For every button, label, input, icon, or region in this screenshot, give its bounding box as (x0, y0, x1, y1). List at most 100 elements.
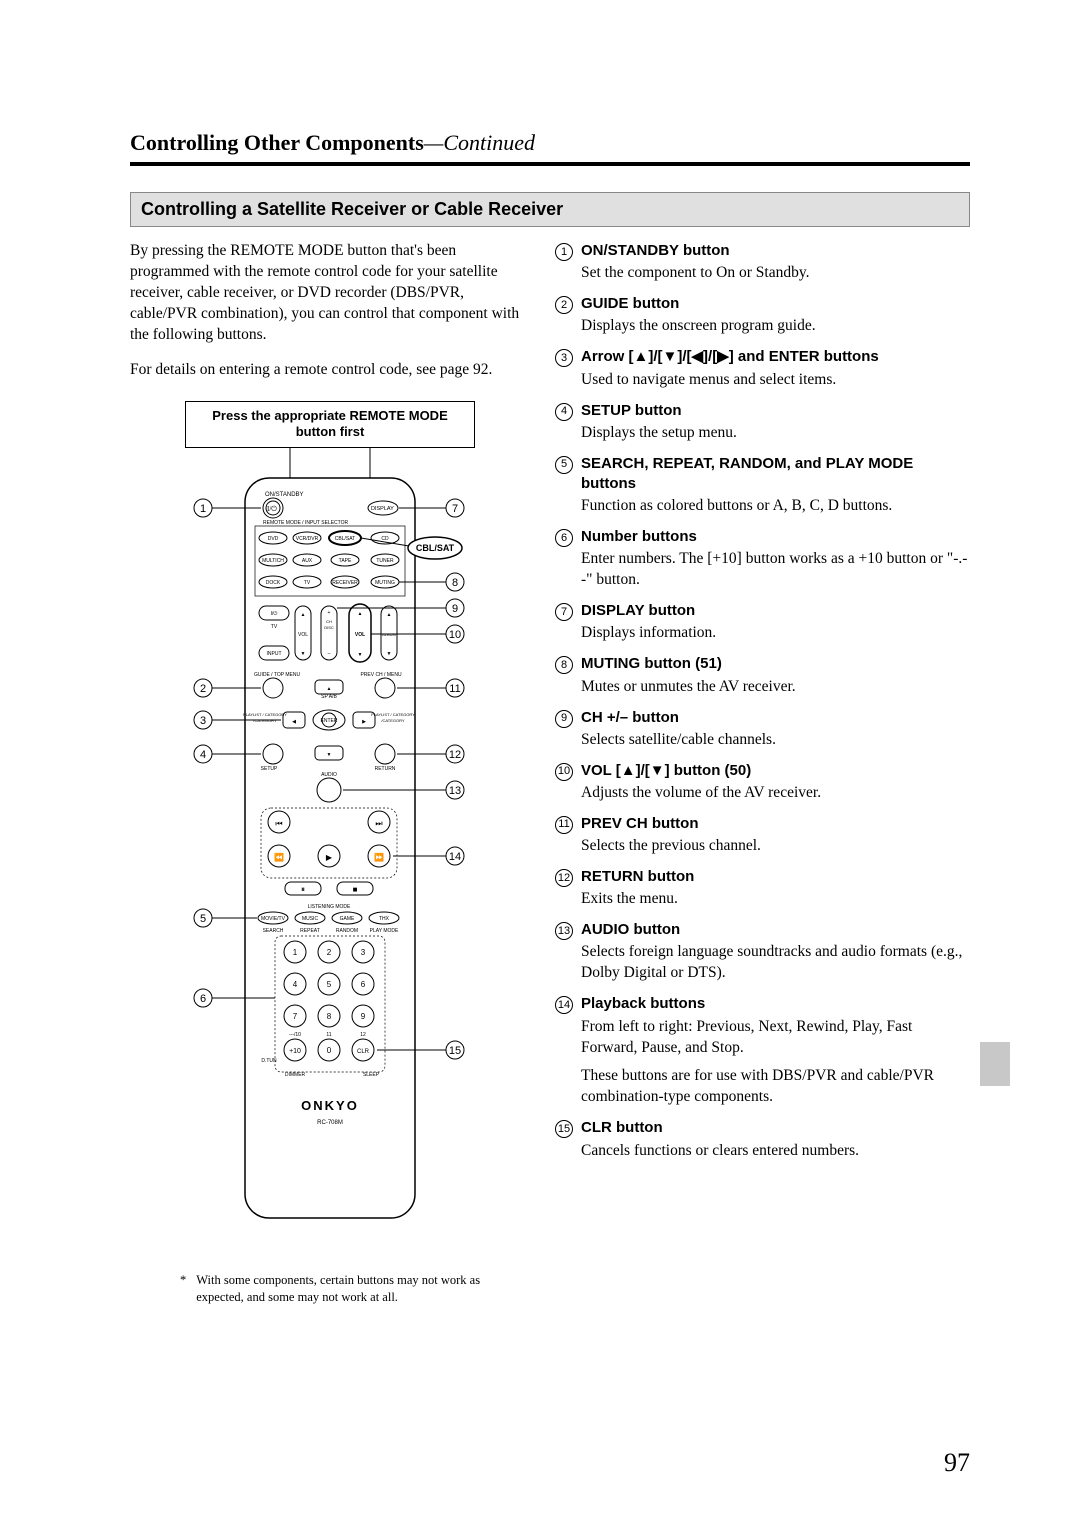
def-number: 6 (555, 529, 573, 547)
def-title: Arrow [▲]/[▼]/[◀]/[▶] and ENTER buttons (581, 347, 879, 367)
svg-text:8: 8 (452, 577, 458, 589)
def-title: GUIDE button (581, 294, 679, 314)
svg-text:7: 7 (293, 1012, 298, 1021)
svg-text:⏸: ⏸ (301, 885, 305, 894)
svg-text:DISC: DISC (324, 625, 334, 630)
svg-text:◀: ◀ (292, 719, 296, 725)
svg-text:14: 14 (449, 851, 461, 863)
svg-text:1: 1 (293, 948, 298, 957)
svg-text:CH: CH (326, 619, 332, 624)
def-desc: Displays the setup menu. (581, 423, 970, 444)
svg-text:SETUP: SETUP (261, 766, 278, 772)
svg-text:TAPE: TAPE (339, 558, 352, 564)
svg-text:5: 5 (200, 913, 206, 925)
svg-text:SLEEP: SLEEP (363, 1072, 380, 1078)
def-number: 8 (555, 656, 573, 674)
svg-text:TUNER: TUNER (376, 558, 394, 564)
remote-header: Press the appropriate REMOTE MODE button… (185, 401, 475, 449)
svg-text:TV: TV (304, 580, 311, 586)
svg-text:–: – (328, 651, 331, 657)
cbl-sat-highlight: CBL/SAT (416, 543, 455, 553)
svg-text:PLAYLIST / CATEGORY: PLAYLIST / CATEGORY (371, 712, 415, 717)
svg-text:2: 2 (327, 948, 332, 957)
page-number: 97 (944, 1448, 970, 1478)
model: RC-708M (317, 1120, 343, 1126)
def-item-7: 7DISPLAY buttonDisplays information. (555, 601, 970, 644)
def-number: 11 (555, 816, 573, 834)
svg-text:SP A/B: SP A/B (321, 694, 337, 700)
svg-text:▲: ▲ (301, 612, 306, 618)
def-number: 14 (555, 996, 573, 1014)
svg-text:⏮: ⏮ (275, 819, 282, 828)
svg-text:REPEAT: REPEAT (300, 928, 320, 934)
svg-text:VOL: VOL (298, 632, 308, 638)
def-desc: From left to right: Previous, Next, Rewi… (581, 1017, 970, 1059)
svg-text:GAME: GAME (340, 916, 355, 922)
def-item-14: 14Playback buttonsFrom left to right: Pr… (555, 994, 970, 1108)
def-title: DISPLAY button (581, 601, 695, 621)
intro-p1: By pressing the REMOTE MODE button that'… (130, 241, 525, 346)
svg-text:▶: ▶ (362, 719, 366, 725)
svg-text:6: 6 (361, 980, 366, 989)
def-title: ON/STANDBY button (581, 241, 730, 261)
svg-text:DIMMER: DIMMER (285, 1072, 306, 1078)
footnote-star: * (180, 1272, 186, 1305)
def-desc: Adjusts the volume of the AV receiver. (581, 783, 970, 804)
def-desc: Displays the onscreen program guide. (581, 316, 970, 337)
right-column: 1ON/STANDBY buttonSet the component to O… (555, 241, 970, 1305)
svg-text:11: 11 (449, 683, 460, 695)
page-header: Controlling Other Components—Continued (130, 130, 970, 156)
svg-text:ENTER: ENTER (321, 718, 338, 724)
svg-text:▲: ▲ (327, 686, 332, 692)
def-desc: Set the component to On or Standby. (581, 263, 970, 284)
svg-text:MUSIC: MUSIC (302, 916, 319, 922)
def-title: SEARCH, REPEAT, RANDOM, and PLAY MODE bu… (581, 454, 970, 495)
def-desc: Cancels functions or clears entered numb… (581, 1141, 970, 1162)
header-continued: —Continued (424, 130, 535, 155)
svg-text:10: 10 (449, 629, 461, 641)
def-number: 12 (555, 869, 573, 887)
def-desc: Function as colored buttons or A, B, C, … (581, 496, 970, 517)
svg-text:INPUT: INPUT (267, 651, 282, 657)
def-desc: Selects satellite/cable channels. (581, 730, 970, 751)
def-number: 15 (555, 1120, 573, 1138)
svg-text:3: 3 (361, 948, 366, 957)
svg-text:⏪: ⏪ (274, 852, 284, 862)
remote-diagram: Press the appropriate REMOTE MODE button… (185, 401, 475, 1249)
def-item-5: 5SEARCH, REPEAT, RANDOM, and PLAY MODE b… (555, 454, 970, 517)
def-title: CH +/– button (581, 708, 679, 728)
svg-text:12: 12 (449, 749, 461, 761)
svg-text:AUDIO: AUDIO (321, 772, 337, 778)
svg-text:VCR/DVR: VCR/DVR (296, 536, 319, 542)
svg-text:RANDOM: RANDOM (336, 928, 358, 934)
svg-text:SEARCH: SEARCH (263, 928, 284, 934)
brand: ONKYO (301, 1098, 359, 1113)
intro-p2: For details on entering a remote control… (130, 360, 525, 381)
svg-text:3: 3 (200, 715, 206, 727)
def-desc: Selects the previous channel. (581, 836, 970, 857)
svg-text:RETURN: RETURN (375, 766, 396, 772)
svg-text:MOVIE/TV: MOVIE/TV (261, 916, 286, 922)
def-item-15: 15CLR buttonCancels functions or clears … (555, 1118, 970, 1161)
svg-text:13: 13 (449, 785, 461, 797)
def-number: 13 (555, 922, 573, 940)
def-item-13: 13AUDIO buttonSelects foreign language s… (555, 920, 970, 984)
def-desc-2: These buttons are for use with DBS/PVR a… (581, 1066, 970, 1108)
svg-text:4: 4 (200, 749, 206, 761)
svg-text:RECEIVER: RECEIVER (332, 580, 358, 586)
svg-text:I/⏻: I/⏻ (271, 611, 278, 617)
svg-text:▼: ▼ (387, 651, 392, 657)
svg-text:▶: ▶ (326, 853, 333, 862)
on-standby-label: ON/STANDBY (265, 492, 304, 498)
def-desc: Exits the menu. (581, 889, 970, 910)
svg-text:TV: TV (271, 624, 278, 630)
def-title: MUTING button (51) (581, 654, 722, 674)
svg-text:⏩: ⏩ (374, 852, 384, 862)
svg-text:I/⏻: I/⏻ (267, 505, 277, 513)
header-rule (130, 162, 970, 166)
svg-text:7: 7 (452, 503, 458, 515)
def-item-10: 10VOL [▲]/[▼] button (50)Adjusts the vol… (555, 761, 970, 804)
svg-text:DVD: DVD (268, 536, 279, 542)
svg-text:PLAYLIST / CATEGORY: PLAYLIST / CATEGORY (243, 712, 287, 717)
def-item-9: 9CH +/– buttonSelects satellite/cable ch… (555, 708, 970, 751)
